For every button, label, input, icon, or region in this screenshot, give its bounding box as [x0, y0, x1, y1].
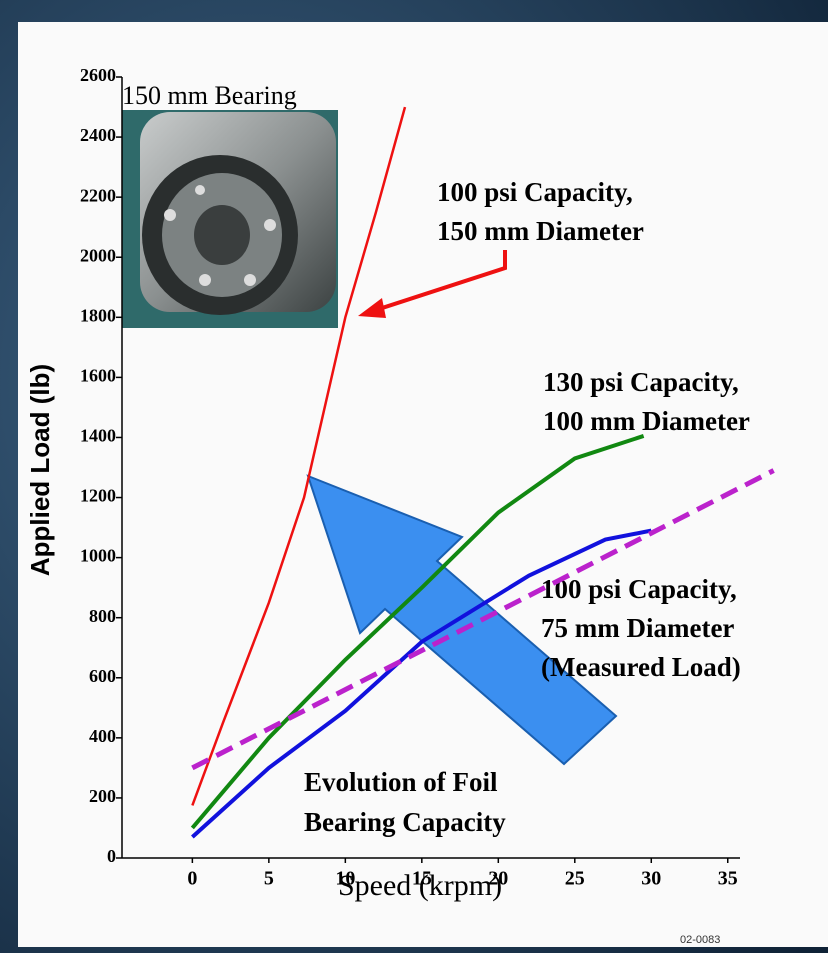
y-tick-label: 400 — [89, 726, 116, 746]
x-tick-label: 15 — [412, 868, 432, 890]
x-tick-label: 30 — [641, 868, 661, 890]
chart: 150 mm Bearing Applied Load (lb) Speed (… — [0, 0, 828, 953]
y-tick-label: 1400 — [80, 426, 116, 446]
series-label: 100 mm Diameter — [543, 406, 750, 436]
series-label: 150 mm Diameter — [437, 216, 644, 246]
bearing-photo — [122, 110, 338, 328]
x-tick-label: 10 — [335, 868, 355, 890]
x-tick-label: 5 — [264, 868, 274, 890]
photo-caption: 150 mm Bearing — [122, 81, 297, 110]
y-tick-label: 1600 — [80, 366, 116, 386]
y-tick-label: 2400 — [80, 125, 116, 145]
series-label: 100 psi Capacity, — [437, 177, 633, 207]
y-tick-label: 800 — [89, 606, 116, 626]
series-label: 100 psi Capacity, — [541, 574, 737, 604]
series-label: (Measured Load) — [541, 652, 741, 682]
y-tick-label: 1000 — [80, 546, 116, 566]
x-tick-label: 20 — [488, 868, 508, 890]
x-tick-label: 0 — [187, 868, 197, 890]
series-label: 130 psi Capacity, — [543, 367, 739, 397]
y-tick-label: 2000 — [80, 245, 116, 265]
y-tick-label: 1800 — [80, 305, 116, 325]
series-label: 75 mm Diameter — [541, 613, 734, 643]
y-tick-label: 2200 — [80, 185, 116, 205]
annotation: Bearing Capacity — [304, 807, 506, 837]
y-tick-label: 2600 — [80, 65, 116, 85]
y-tick-label: 200 — [89, 786, 116, 806]
annotation: Evolution of Foil — [304, 767, 498, 797]
figure-id: 02-0083 — [680, 934, 720, 946]
x-tick-label: 25 — [565, 868, 585, 890]
x-tick-label: 35 — [718, 868, 738, 890]
y-tick-label: 1200 — [80, 486, 116, 506]
y-tick-label: 0 — [107, 846, 116, 866]
y-axis-title: Applied Load (lb) — [25, 364, 55, 576]
page: 150 mm Bearing Applied Load (lb) Speed (… — [0, 0, 828, 953]
y-tick-label: 600 — [89, 666, 116, 686]
